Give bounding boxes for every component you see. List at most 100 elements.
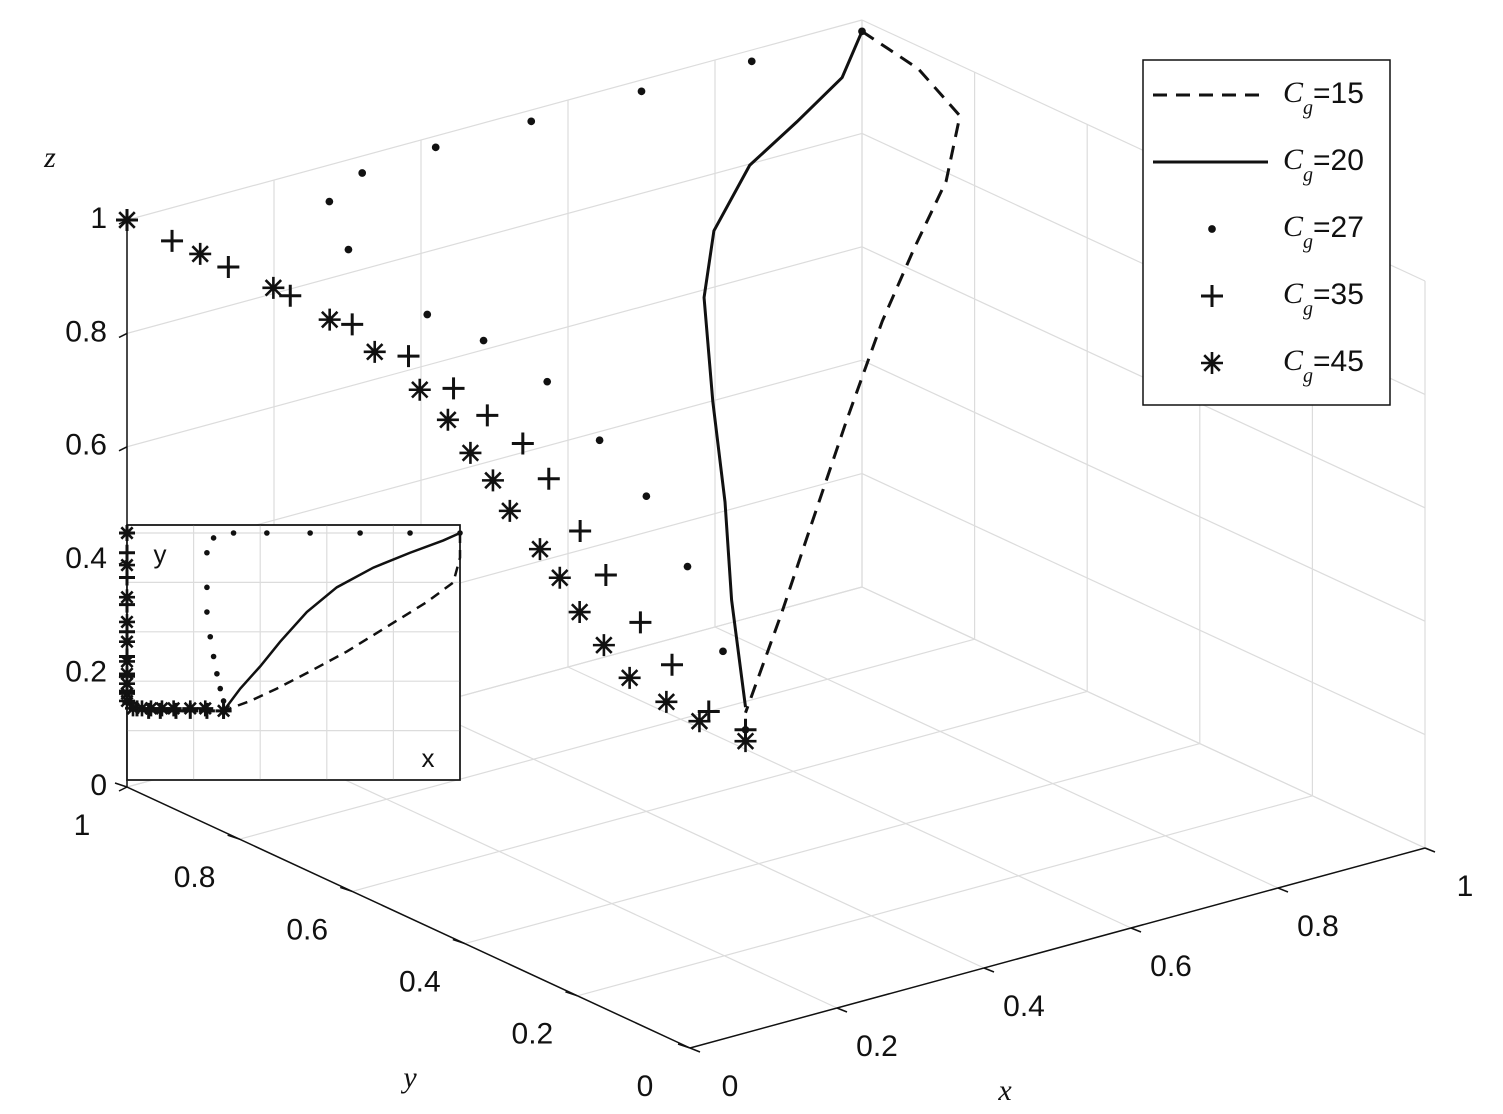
marker-dot [457, 530, 463, 536]
marker-plus [217, 255, 240, 278]
grid-line [861, 359, 1426, 622]
grid-line [273, 746, 838, 1009]
x-tick-label: 0.6 [1150, 950, 1192, 983]
marker-dot [325, 197, 334, 206]
marker-plus [594, 564, 617, 587]
z-tick-label: 0.8 [65, 315, 107, 348]
marker-dot [407, 530, 413, 536]
marker-star [119, 665, 135, 682]
tick-mark [1277, 887, 1289, 893]
marker-star [592, 634, 615, 657]
marker-dot [1208, 225, 1216, 233]
tick-mark [118, 332, 128, 339]
marker-star [318, 308, 341, 331]
tick-mark [836, 1007, 848, 1013]
tick-mark [983, 967, 995, 973]
marker-star [119, 525, 135, 541]
marker-plus [476, 404, 499, 427]
marker-star [548, 566, 571, 589]
tick-mark [689, 1047, 701, 1053]
marker-plus [661, 653, 684, 676]
marker-star [119, 692, 135, 709]
z-tick-label: 0.2 [65, 656, 107, 689]
marker-dot [543, 377, 552, 386]
marker-star [165, 700, 182, 717]
marker-dot [595, 436, 604, 445]
inset-series-line [223, 533, 462, 713]
grid-line [239, 638, 975, 840]
legend-label: Cg=15 [1283, 76, 1364, 119]
marker-dot [204, 609, 210, 615]
marker-star [436, 408, 459, 431]
z-axis-label: z [43, 141, 56, 174]
marker-dot [307, 530, 313, 536]
marker-star [197, 700, 214, 717]
marker-star [119, 653, 135, 670]
grid-line [714, 626, 1279, 889]
tick-mark [452, 938, 466, 945]
x-tick-label: 0.8 [1297, 910, 1339, 943]
x-axis-label: x [997, 1074, 1012, 1107]
marker-star [153, 700, 170, 717]
tick-mark [114, 782, 128, 788]
tick-mark [1130, 927, 1142, 933]
marker-dot [357, 530, 363, 536]
z-tick-label: 1 [90, 202, 107, 235]
marker-plus [341, 313, 364, 336]
marker-plus [697, 700, 720, 723]
marker-star [133, 700, 150, 717]
marker-star [481, 469, 504, 492]
grid-line [126, 246, 863, 448]
y-tick-label: 0.4 [399, 966, 441, 999]
x-axis [689, 847, 1426, 1049]
inset-background [126, 524, 461, 781]
marker-star [262, 276, 285, 299]
marker-dot [220, 698, 227, 704]
marker-star [119, 675, 135, 692]
grid-line [126, 19, 863, 221]
marker-dot [431, 143, 440, 152]
marker-star [408, 378, 431, 401]
legend-box [1142, 59, 1391, 406]
legend-label: Cg=35 [1283, 277, 1364, 320]
grid-line [464, 743, 1200, 945]
legend-label: Cg=45 [1283, 344, 1364, 387]
marker-dot [683, 562, 692, 571]
marker-plus [161, 229, 184, 252]
grid-line [861, 586, 1426, 849]
z-tick-label: 0 [90, 769, 107, 802]
grid-line [577, 795, 1313, 997]
legend: Cg=15 Cg=20 Cg=27 Cg=35 Cg=45 [1142, 59, 1391, 406]
marker-plus [569, 520, 592, 542]
marker-star [119, 557, 135, 574]
marker-plus [442, 377, 465, 400]
inset-x-label: x [422, 743, 435, 773]
grid-line [861, 473, 1426, 736]
marker-star [568, 601, 591, 624]
marker-dot [344, 245, 353, 254]
marker-star [119, 589, 135, 606]
marker-dot [264, 530, 270, 536]
marker-dot [358, 169, 367, 177]
marker-dot [217, 685, 224, 692]
x-tick-label: 1 [1457, 870, 1474, 903]
y-tick-label: 0.6 [286, 913, 328, 946]
marker-dot [204, 549, 210, 556]
marker-plus [629, 611, 652, 634]
z-tick-label: 0.4 [65, 542, 107, 575]
marker-star [655, 690, 678, 713]
marker-dot [637, 87, 646, 96]
marker-dot [423, 310, 432, 319]
marker-dot [719, 647, 727, 656]
marker-star [116, 209, 138, 231]
y-axis-label: y [400, 1061, 417, 1094]
marker-star [618, 666, 641, 689]
y-tick-label: 1 [74, 809, 91, 842]
inset-series-line [222, 531, 461, 712]
marker-plus [397, 345, 420, 368]
marker-star [528, 538, 551, 561]
tick-mark [565, 991, 578, 997]
x-tick-label: 0 [722, 1070, 739, 1103]
y-tick-label: 0 [637, 1070, 654, 1103]
